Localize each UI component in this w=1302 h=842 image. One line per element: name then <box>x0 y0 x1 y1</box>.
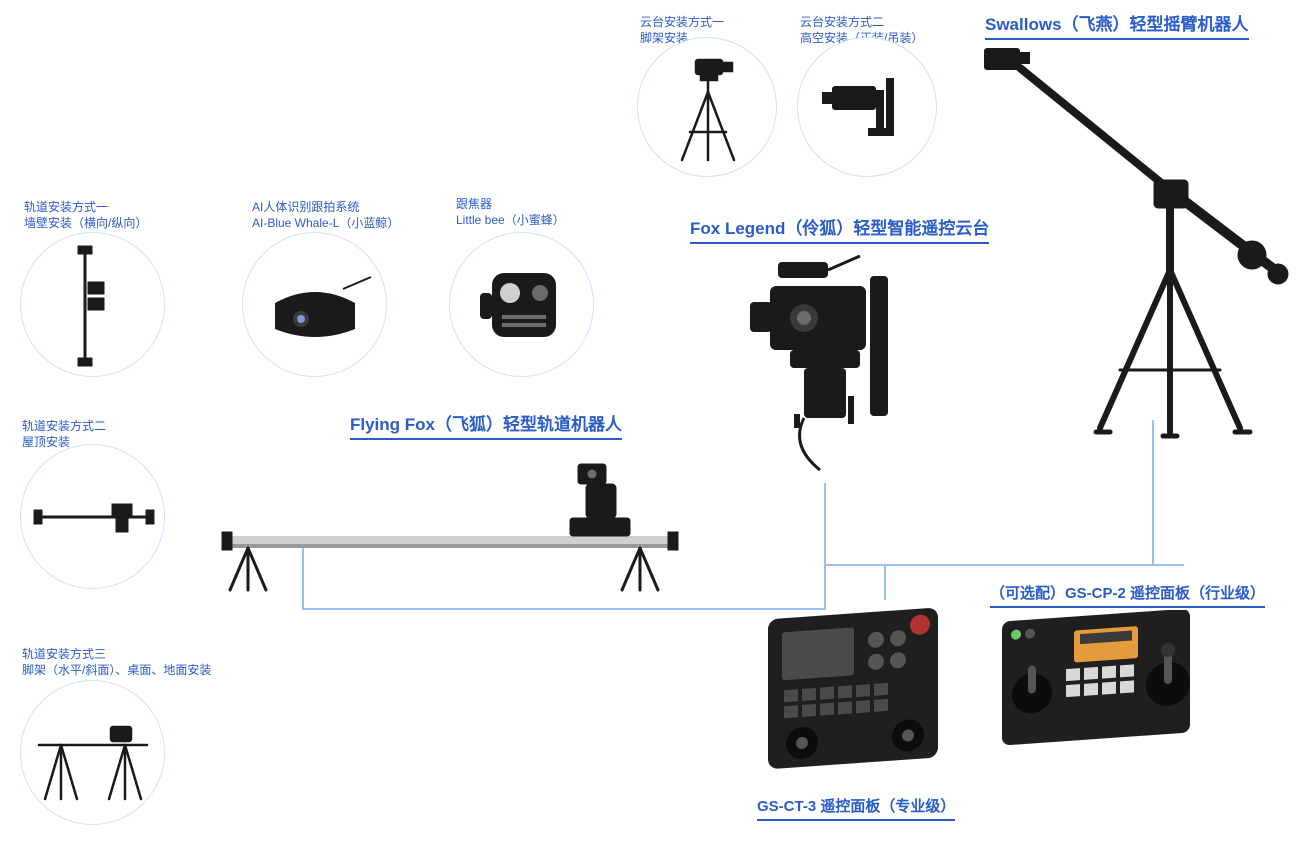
diagram-canvas: 云台安装方式一 脚架安装 云台安装方式二 高空安装（正装/吊装） <box>0 0 1302 842</box>
image-gs-ct-3 <box>758 600 948 790</box>
connector <box>884 564 1184 566</box>
label-focus: 跟焦器 Little bee（小蜜蜂） <box>456 196 565 228</box>
title-fox-legend: Fox Legend（伶狐）轻型智能遥控云台 <box>690 218 989 244</box>
wall-mount-track-icon <box>21 233 166 378</box>
ptz-head-icon <box>730 246 920 486</box>
ai-tracking-module-icon <box>243 233 388 378</box>
title-gs-ct-3: GS-CT-3 遥控面板（专业级） <box>757 797 955 821</box>
circle-focus <box>449 232 594 377</box>
track-dolly-icon <box>220 440 680 595</box>
title-flying-fox: Flying Fox（飞狐）轻型轨道机器人 <box>350 414 622 440</box>
circle-track3 <box>20 680 165 825</box>
tripod-track-icon <box>21 681 166 826</box>
connector <box>884 564 886 600</box>
image-swallows <box>980 40 1290 440</box>
connector <box>302 608 824 610</box>
label-track3: 轨道安装方式三 脚架（水平/斜面）、桌面、地面安装 <box>22 646 211 678</box>
circle-track1 <box>20 232 165 377</box>
control-panel-industry-icon <box>996 610 1196 760</box>
image-gs-cp-2 <box>996 610 1196 760</box>
label-track1: 轨道安装方式一 墙壁安装（横向/纵向） <box>24 199 147 231</box>
circle-mount2 <box>797 37 937 177</box>
title-swallows: Swallows（飞燕）轻型摇臂机器人 <box>985 14 1249 40</box>
circle-ai <box>242 232 387 377</box>
circle-mount1 <box>637 37 777 177</box>
connector <box>1152 420 1154 566</box>
follow-focus-icon <box>450 233 595 378</box>
image-fox-legend <box>730 246 920 486</box>
circle-track2 <box>20 444 165 589</box>
control-panel-pro-icon <box>758 600 948 790</box>
title-gs-cp-2: （可选配）GS-CP-2 遥控面板（行业级） <box>990 584 1265 608</box>
ceiling-mount-camera-icon <box>798 38 938 178</box>
label-ai: AI人体识别跟拍系统 AI-Blue Whale-L（小蓝鲸） <box>252 199 399 231</box>
jib-crane-icon <box>980 40 1290 440</box>
image-flying-fox <box>220 440 680 595</box>
tripod-camera-icon <box>638 38 778 178</box>
connector <box>824 564 884 566</box>
ceiling-track-icon <box>21 445 166 590</box>
connector <box>824 483 826 610</box>
